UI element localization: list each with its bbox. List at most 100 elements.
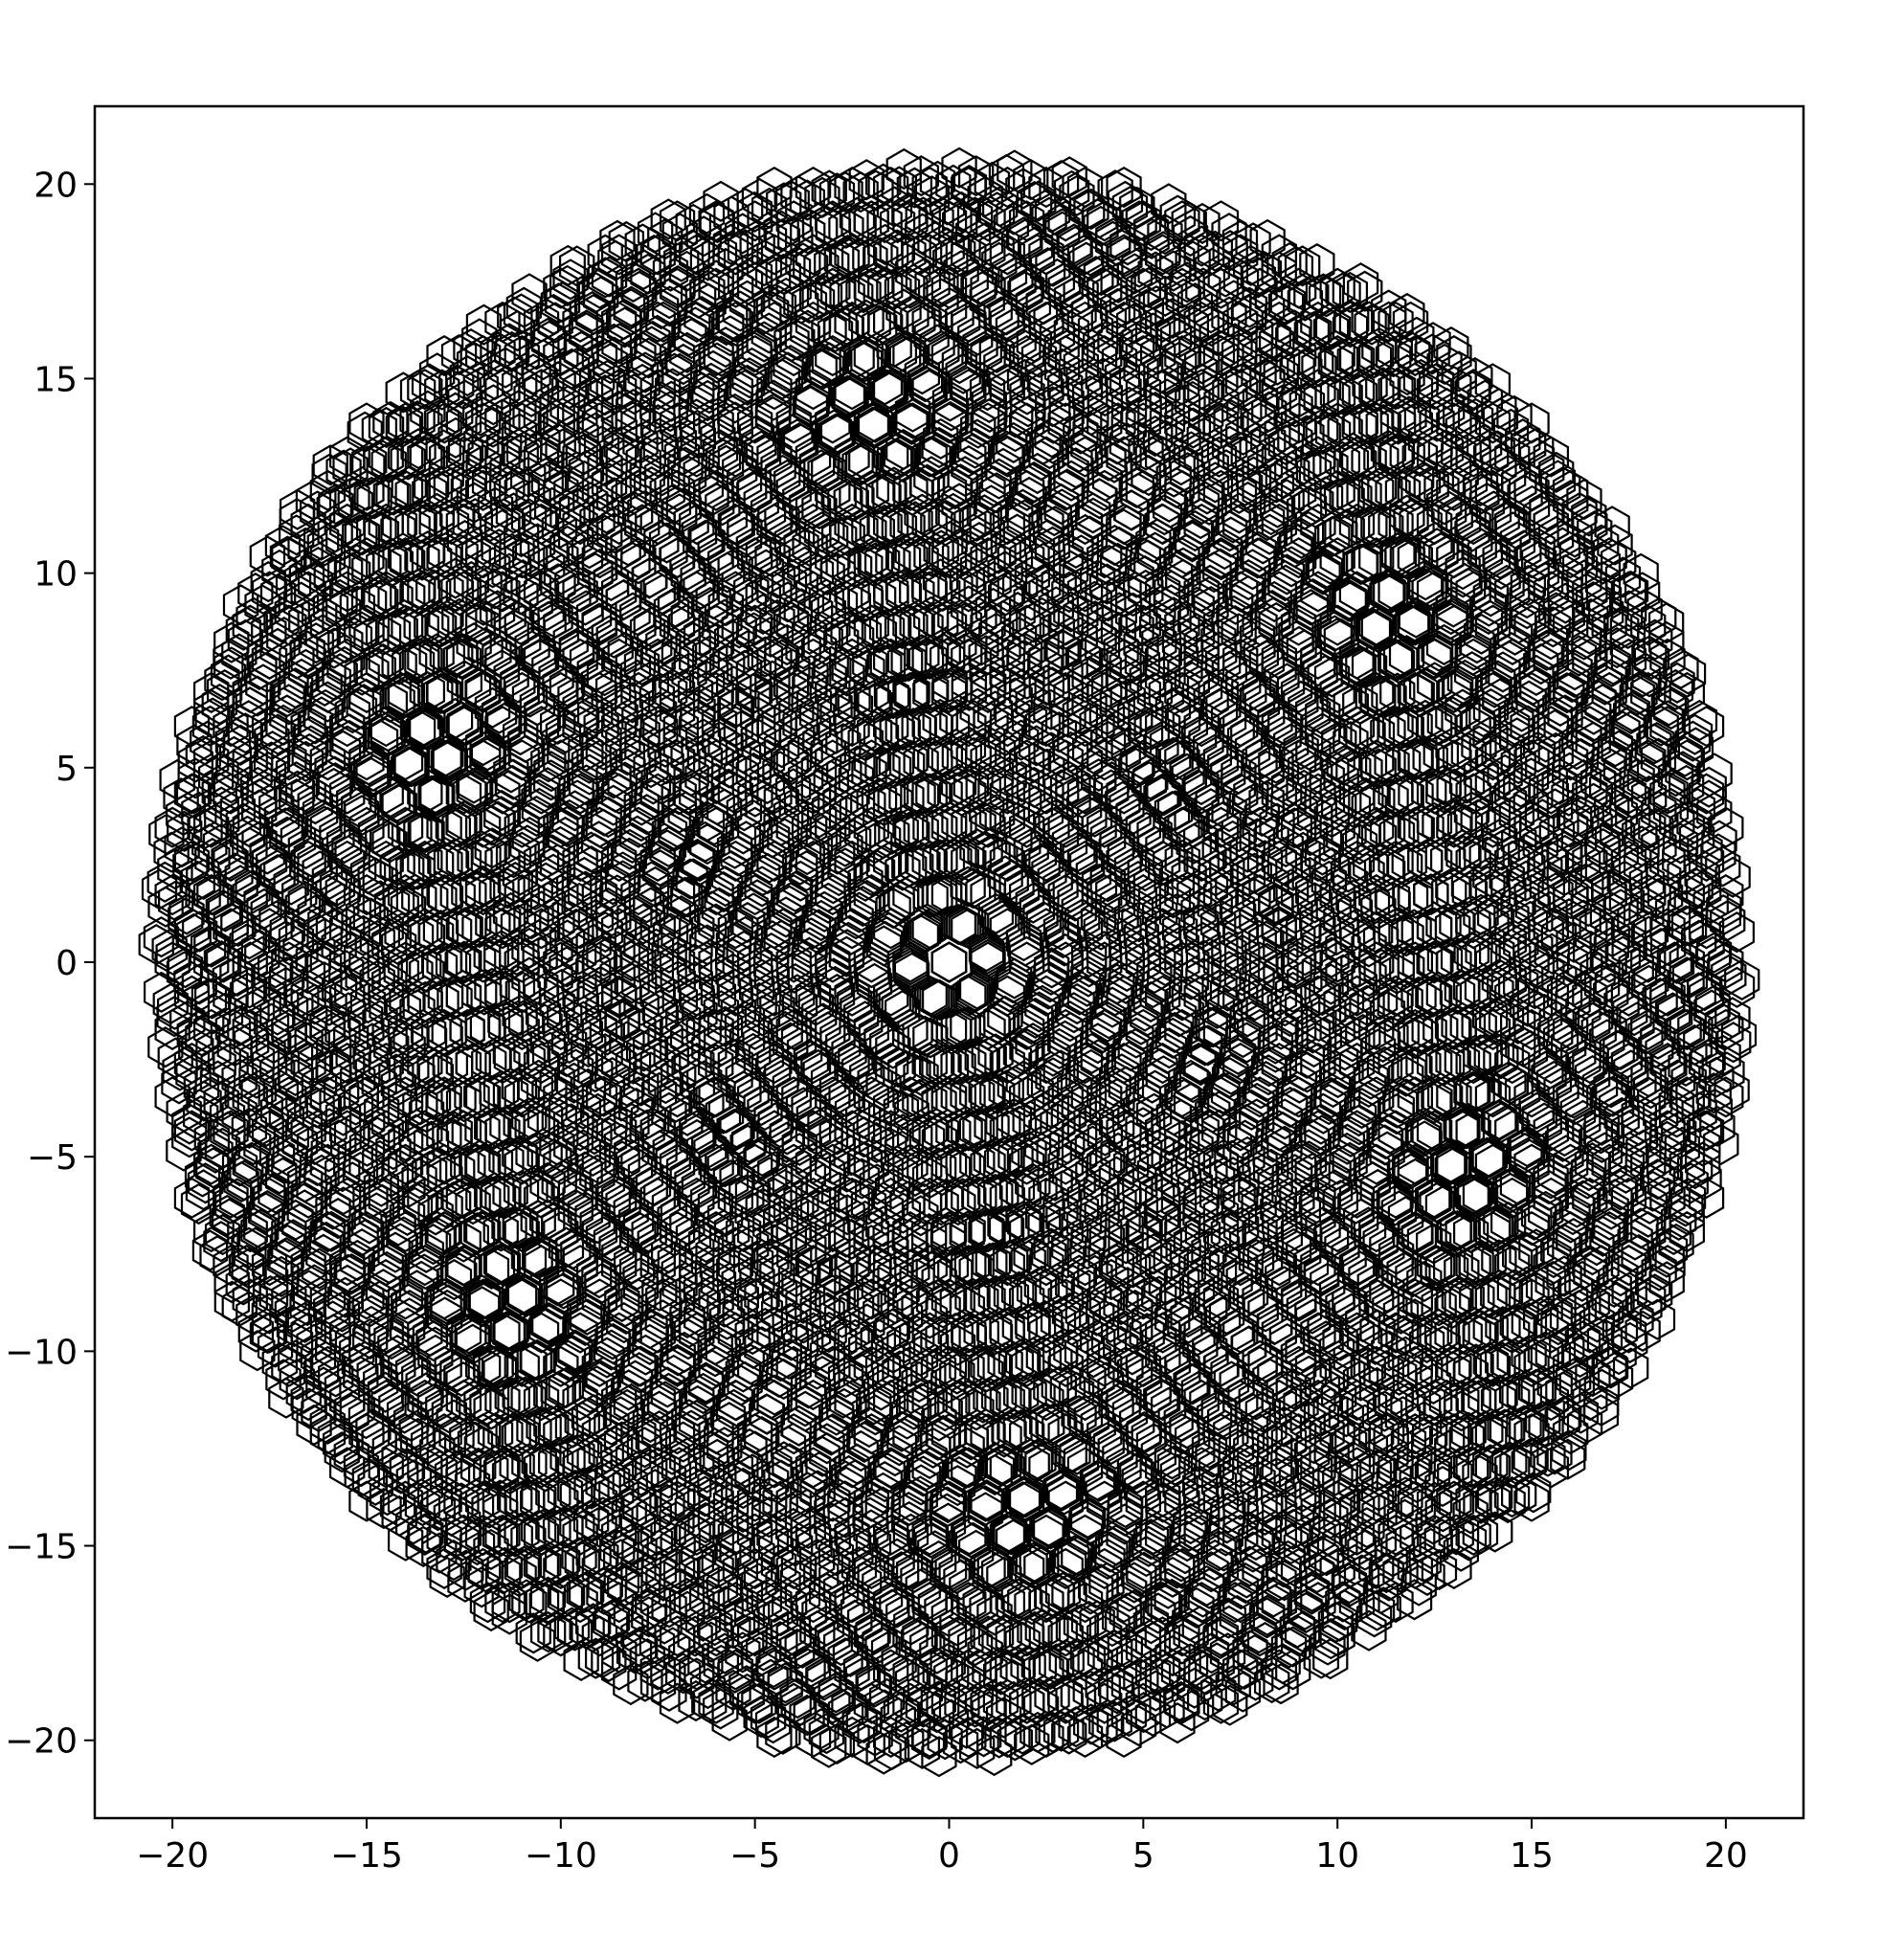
hexagon-marker (1135, 1366, 1173, 1408)
hexagon-marker (562, 1237, 599, 1279)
hexagon-marker (1522, 494, 1559, 536)
hexagon-marker (717, 908, 754, 950)
hexagon-marker (1513, 1345, 1550, 1387)
hexagon-marker (683, 1554, 720, 1597)
hexagon-marker (465, 1143, 502, 1185)
hexagon-marker (193, 671, 230, 713)
hexagon-marker (1180, 889, 1217, 933)
hexagon-marker (640, 1390, 678, 1432)
hexagon-marker (638, 928, 675, 970)
hexagon-marker (1140, 589, 1176, 631)
hexagon-marker (214, 721, 252, 763)
hexagon-marker (261, 549, 298, 591)
hexagon-marker (419, 1490, 456, 1532)
hexagon-marker (1094, 1606, 1131, 1648)
hexagon-marker (679, 1657, 715, 1699)
hexagon-marker (549, 1437, 586, 1479)
hexagon-marker (168, 893, 205, 935)
hexagon-marker (588, 492, 625, 534)
hexagon-marker (1249, 1594, 1286, 1636)
hexagon-marker (1501, 1235, 1538, 1277)
hexagon-marker (1300, 908, 1336, 950)
hexagon-marker (1076, 796, 1113, 838)
hexagon-marker (674, 1488, 711, 1530)
hexagon-marker (600, 234, 638, 276)
hexagon-marker (1071, 729, 1109, 771)
hexagon-marker (649, 1366, 685, 1408)
hexagon-marker (1530, 1435, 1566, 1477)
hexagon-marker (1299, 1468, 1335, 1510)
hexagon-marker (543, 1345, 579, 1387)
hexagon-marker (600, 1514, 638, 1556)
hexagon-marker (1035, 1035, 1071, 1077)
hexagon-marker (700, 416, 736, 460)
hexagon-marker (639, 1447, 676, 1489)
hexagon-marker (1397, 1076, 1434, 1118)
hexagon-marker (429, 1280, 465, 1322)
hexagon-marker (705, 1329, 742, 1371)
hexagon-marker (1028, 638, 1064, 680)
hexagon-marker (1455, 369, 1491, 411)
hexagon-marker (291, 1256, 327, 1298)
hexagon-marker (522, 936, 558, 978)
hexagon-marker (311, 984, 347, 1026)
hexagon-marker (1688, 773, 1725, 815)
hexagon-marker (1203, 382, 1240, 424)
hexagon-marker (1708, 1076, 1744, 1118)
hexagon-marker (1403, 739, 1440, 781)
hexagon-marker (660, 960, 696, 1002)
hexagon-marker (1016, 766, 1053, 808)
hexagon-marker (462, 366, 499, 408)
hexagon-marker (767, 1662, 804, 1704)
hexagon-marker (1520, 1368, 1557, 1410)
hexagon-marker (1047, 1413, 1084, 1455)
hexagon-marker (258, 786, 295, 828)
hexagon-marker (761, 1271, 798, 1314)
hexagon-marker (668, 1635, 705, 1677)
hexagon-marker (1134, 1695, 1172, 1737)
hexagon-marker (742, 1022, 778, 1064)
hexagon-marker (987, 1341, 1023, 1383)
hexagon-marker (852, 1496, 888, 1539)
hexagon-marker (1047, 1547, 1084, 1589)
hexagon-marker (1202, 1615, 1240, 1657)
hexagon-marker (231, 1226, 267, 1269)
hexagon-marker (368, 1110, 404, 1152)
hexagon-marker (1617, 1219, 1653, 1261)
hexagon-marker (1170, 1296, 1206, 1338)
hexagon-marker (593, 1329, 630, 1371)
hexagon-marker (290, 1110, 326, 1152)
hexagon-marker (1572, 1312, 1608, 1354)
hexagon-marker (1066, 1716, 1104, 1758)
hexagon-marker (1221, 1191, 1258, 1233)
hexagon-marker (523, 436, 560, 478)
hexagon-marker (1070, 1270, 1108, 1312)
hexagon-marker (1496, 1239, 1534, 1281)
hexagon-marker (565, 1000, 602, 1043)
hexagon-marker (998, 801, 1036, 843)
hexagon-marker (391, 1283, 427, 1325)
hexagon-marker (1097, 1368, 1133, 1410)
hexagon-marker (612, 828, 648, 870)
hexagon-marker (951, 571, 987, 613)
hexagon-marker (991, 1511, 1028, 1553)
hexagon-marker (339, 1331, 375, 1373)
hexagon-marker (834, 1043, 870, 1085)
hexagon-marker (347, 1398, 385, 1440)
hexagon-marker (1286, 1231, 1322, 1273)
hexagon-marker (736, 1513, 773, 1555)
hexagon-marker (445, 908, 482, 950)
hexagon-marker (698, 1278, 734, 1320)
hexagon-marker (879, 202, 916, 244)
hexagon-marker (591, 1640, 627, 1683)
hexagon-marker (1150, 1386, 1187, 1428)
hexagon-marker (276, 1306, 313, 1348)
hexagon-marker (737, 955, 773, 997)
hexagon-marker (1280, 604, 1317, 646)
hexagon-marker (537, 1442, 574, 1484)
hexagon-marker (1528, 1405, 1564, 1449)
hexagon-marker (1165, 1228, 1201, 1270)
hexagon-marker (935, 164, 972, 206)
hexagon-marker (989, 436, 1026, 478)
